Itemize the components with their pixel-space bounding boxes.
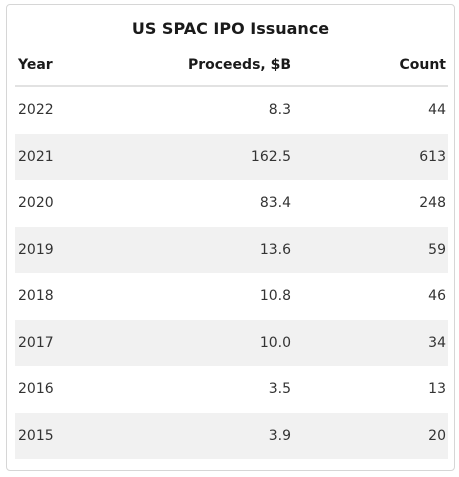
- table-row: 2022 8.3 44: [15, 87, 448, 134]
- table-row: 2017 10.0 34: [15, 319, 448, 366]
- cell-year: 2021: [18, 148, 54, 165]
- table-row: 2016 3.5 13: [15, 366, 448, 413]
- cell-year: 2022: [18, 102, 54, 119]
- cell-proceeds: 83.4: [259, 195, 291, 212]
- cell-proceeds: 162.5: [250, 148, 291, 165]
- cell-proceeds: 10.8: [259, 288, 291, 305]
- table-row: 2015 3.9 20: [15, 412, 448, 459]
- cell-year: 2015: [18, 427, 54, 444]
- column-header-year: Year: [18, 57, 53, 73]
- table-body: 2022 8.3 44 2021 162.5 613 2020 83.4 248 2019 13.6…: [15, 87, 448, 459]
- cell-count: 20: [428, 427, 446, 444]
- cell-proceeds: 13.6: [259, 241, 291, 258]
- table-row: 2019 13.6 59: [15, 226, 448, 273]
- table-card: US SPAC IPO Issuance Year Proceeds, $B C…: [6, 4, 455, 471]
- cell-year: 2020: [18, 195, 54, 212]
- table-header-row: Year Proceeds, $B Count: [15, 57, 448, 87]
- cell-year: 2019: [18, 241, 54, 258]
- cell-proceeds: 10.0: [259, 334, 291, 351]
- cell-count: 34: [428, 334, 446, 351]
- cell-proceeds: 8.3: [268, 102, 291, 119]
- table-row: 2021 162.5 613: [15, 133, 448, 180]
- table-title: US SPAC IPO Issuance: [131, 19, 330, 38]
- column-header-proceeds: Proceeds, $B: [187, 57, 291, 73]
- column-header-count: Count: [399, 57, 446, 73]
- cell-count: 613: [419, 148, 446, 165]
- cell-year: 2018: [18, 288, 54, 305]
- cell-count: 44: [428, 102, 446, 119]
- cell-count: 59: [428, 241, 446, 258]
- cell-count: 46: [428, 288, 446, 305]
- table-row: 2020 83.4 248: [15, 180, 448, 227]
- cell-proceeds: 3.5: [268, 381, 291, 398]
- cell-proceeds: 3.9: [268, 427, 291, 444]
- cell-year: 2016: [18, 381, 54, 398]
- cell-count: 13: [428, 381, 446, 398]
- spac-table: Year Proceeds, $B Count 2022 8.3 44 2021 162…: [15, 57, 448, 459]
- cell-year: 2017: [18, 334, 54, 351]
- cell-count: 248: [419, 195, 446, 212]
- table-row: 2018 10.8 46: [15, 273, 448, 320]
